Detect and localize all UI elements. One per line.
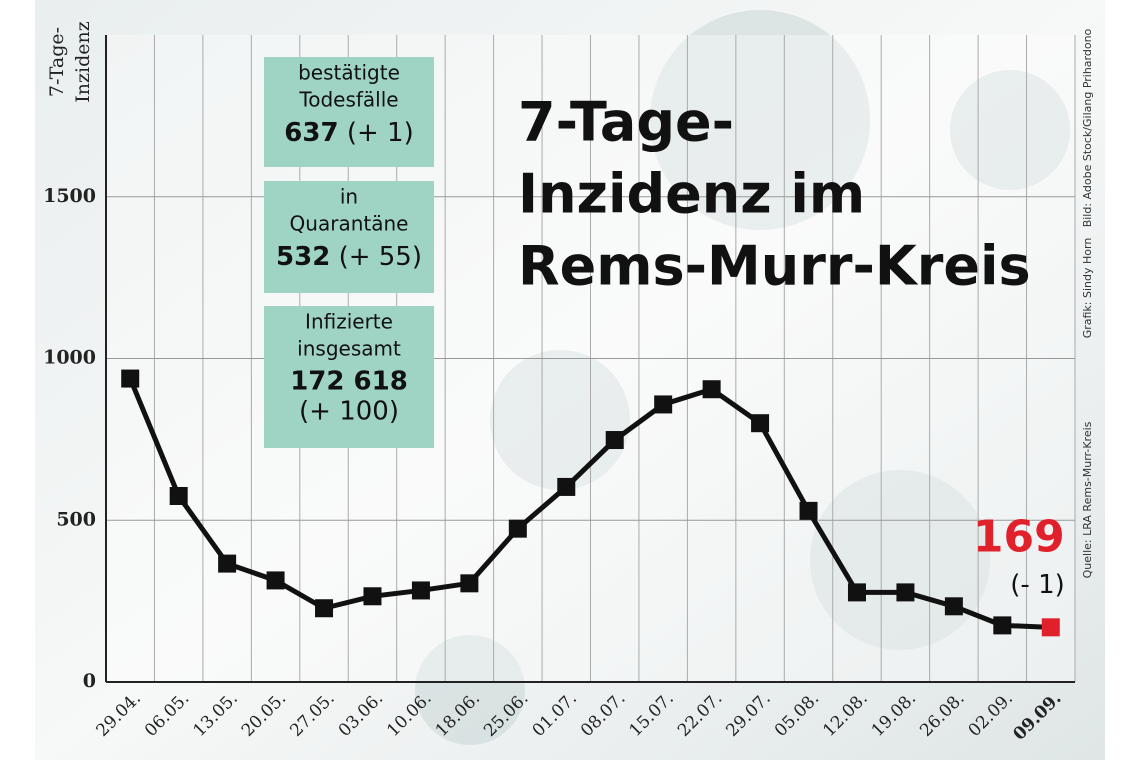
y-tick-label: 0 bbox=[83, 670, 96, 692]
data-point bbox=[411, 581, 430, 600]
info-box-spacer bbox=[330, 242, 338, 272]
data-point bbox=[896, 583, 915, 602]
info-box-number: 637 (+ 1) bbox=[284, 118, 413, 148]
info-box-number: 532 (+ 55) bbox=[276, 242, 422, 272]
data-point bbox=[702, 380, 721, 399]
y-tick-label: 1000 bbox=[43, 347, 96, 369]
data-point bbox=[121, 369, 140, 388]
info-box bbox=[264, 181, 434, 293]
info-box-label: Todesfälle bbox=[298, 88, 398, 112]
info-box-number-value: 637 bbox=[284, 118, 338, 148]
info-box-label: bestätigte bbox=[298, 61, 400, 85]
info-box-number: 172 618 bbox=[290, 367, 408, 397]
last-value-label: 169 bbox=[973, 511, 1065, 562]
info-box-label: insgesamt bbox=[297, 337, 401, 361]
data-point bbox=[993, 616, 1012, 635]
virus-decoration bbox=[415, 10, 1070, 745]
data-point bbox=[218, 554, 237, 573]
data-point bbox=[799, 501, 818, 520]
data-point bbox=[315, 599, 334, 618]
info-box-change: (+ 100) bbox=[299, 397, 399, 427]
data-point bbox=[363, 587, 382, 606]
info-box bbox=[264, 57, 434, 167]
y-tick-label: 500 bbox=[56, 508, 96, 530]
chart-title: 7-Tage- bbox=[518, 91, 734, 154]
data-point bbox=[169, 486, 188, 505]
info-box-label: Infizierte bbox=[305, 310, 393, 334]
info-box-change: (+ 1) bbox=[347, 118, 414, 148]
credit: Grafik: Sindy Horn bbox=[1081, 238, 1094, 339]
data-point bbox=[944, 597, 963, 616]
y-axis-label: 7-Tage- bbox=[46, 27, 68, 97]
info-box bbox=[264, 306, 434, 448]
data-point bbox=[266, 571, 285, 590]
chart-title: Inzidenz im bbox=[518, 163, 865, 226]
info-box-number-value: 532 bbox=[276, 242, 330, 272]
data-point bbox=[654, 395, 673, 414]
y-axis-label: Inzidenz bbox=[72, 21, 94, 102]
info-box-change: (+ 55) bbox=[339, 242, 422, 272]
last-value-change: (- 1) bbox=[1010, 570, 1064, 600]
data-point bbox=[847, 583, 866, 602]
credit: Bild: Adobe Stock/Gilang Prihardono bbox=[1081, 28, 1094, 227]
data-point bbox=[1041, 618, 1060, 637]
info-box-spacer bbox=[339, 118, 347, 148]
y-tick-label: 1500 bbox=[43, 185, 96, 207]
data-point bbox=[508, 519, 527, 538]
data-point bbox=[557, 477, 576, 496]
credit: Quelle: LRA Rems-Murr-Kreis bbox=[1081, 421, 1094, 578]
data-point bbox=[751, 414, 770, 433]
info-box-label: in bbox=[340, 185, 358, 209]
chart-title: Rems-Murr-Kreis bbox=[518, 235, 1031, 298]
data-point bbox=[605, 431, 624, 450]
data-point bbox=[460, 574, 479, 593]
info-box-label: Quarantäne bbox=[290, 212, 409, 236]
